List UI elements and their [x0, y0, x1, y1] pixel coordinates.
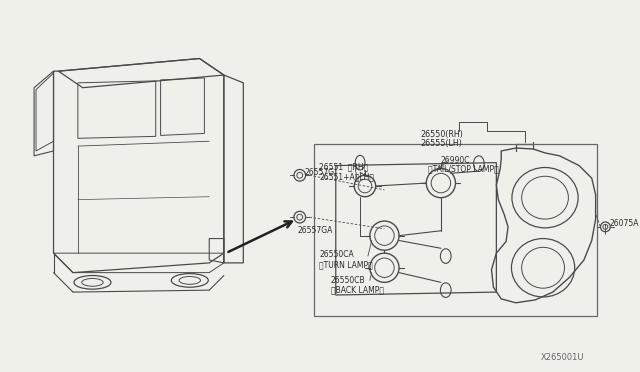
- Bar: [314, 144, 596, 317]
- Text: 26550(RH): 26550(RH): [420, 129, 463, 138]
- Text: 26557G: 26557G: [305, 167, 335, 176]
- Text: 26551  （RH）: 26551 （RH）: [319, 163, 369, 171]
- Text: 26075A: 26075A: [609, 219, 639, 228]
- Text: （TAIL/STOP LAMP）: （TAIL/STOP LAMP）: [428, 164, 499, 174]
- Text: 26990C: 26990C: [441, 156, 470, 165]
- Text: 26550CB: 26550CB: [331, 276, 365, 285]
- Text: 26550CA: 26550CA: [319, 250, 354, 259]
- Text: 26557GA: 26557GA: [298, 226, 333, 235]
- Text: X265001U: X265001U: [540, 353, 584, 362]
- Text: 26551+A（LH）: 26551+A（LH）: [319, 172, 374, 182]
- Text: （TURN LAMP）: （TURN LAMP）: [319, 260, 373, 269]
- Text: 26555(LH): 26555(LH): [420, 139, 462, 148]
- Text: （BACK LAMP）: （BACK LAMP）: [331, 285, 384, 294]
